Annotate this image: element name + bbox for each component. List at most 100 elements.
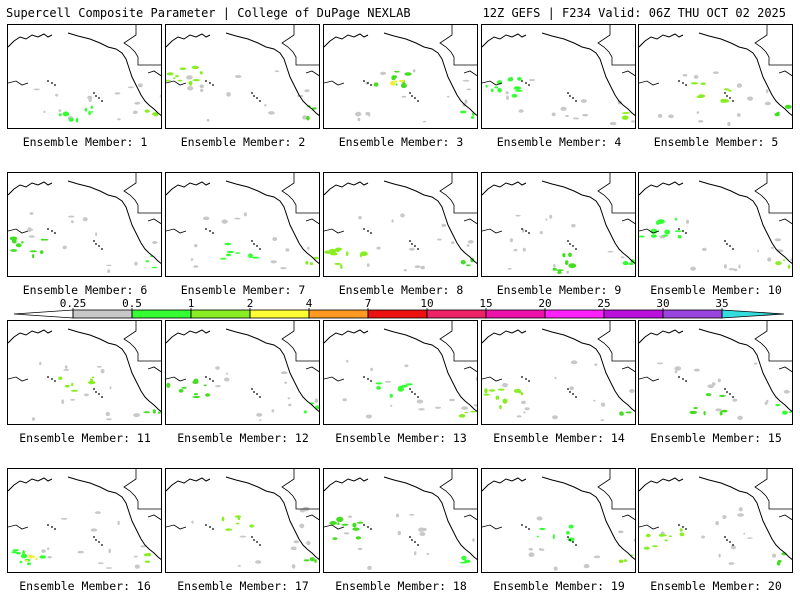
ensemble-member-map [481,172,636,277]
scp-contour-fill [237,565,241,567]
island [212,528,214,530]
scp-contour-fill [422,120,427,123]
scp-contour-fill [567,537,575,542]
scp-contour-fill [271,409,275,413]
island [51,230,53,232]
island [101,100,103,102]
scp-contour-fill [299,523,305,529]
ensemble-member-label: Ensemble Member: 13 [335,431,467,445]
scp-contour-fill [664,539,668,542]
scp-contour-fill [357,117,361,122]
header-title: Supercell Composite Parameter | College … [6,6,411,20]
scp-contour-fill [58,113,62,117]
island [251,240,253,242]
scp-contour-fill [707,384,715,388]
island [521,376,523,378]
scp-contour-fill [461,555,467,561]
scp-contour-fill [412,69,416,73]
scp-contour-fill [395,513,400,518]
map-canvas [8,25,161,123]
island [256,393,258,395]
scp-contour-fill [572,117,580,120]
colorbar-tick-label: 30 [656,298,669,310]
scp-contour-fill [186,75,193,80]
scp-contour-fill [309,557,315,562]
island [256,245,258,247]
scp-contour-fill [497,87,502,93]
scp-contour-fill [705,393,712,397]
island [414,245,416,247]
island [685,380,687,382]
scp-contour-fill [29,250,38,253]
colorbar-segment [426,309,487,319]
scp-contour-fill [664,229,671,235]
island [259,396,261,398]
scp-contour-fill [765,89,769,94]
colorbar-segment [603,309,664,319]
scp-contour-fill [470,410,476,413]
island [732,396,734,398]
scp-contour-fill [307,246,310,250]
scp-contour-fill [539,231,543,235]
coastline [482,32,635,117]
scp-contour-fill [243,212,247,217]
colorbar-tick-label: 35 [715,298,728,310]
scp-contour-fill [236,522,240,525]
island [414,541,416,543]
ensemble-member-map [165,172,320,277]
scp-contour-fill [600,419,605,421]
island [259,248,261,250]
scp-contour-fill [88,380,96,385]
scp-contour-fill [674,230,682,233]
scp-contour-fill [105,411,111,417]
scp-contour-fill [747,537,753,539]
scp-contour-fill [355,111,362,117]
scp-contour-fill [313,256,319,260]
scp-contour-fill [12,549,19,552]
scp-contour-fill [674,370,678,374]
scp-contour-fill [571,223,576,228]
scp-contour-fill [623,559,628,562]
island [572,393,574,395]
scp-contour-fill [703,411,706,416]
scp-contour-fill [64,365,68,369]
scp-contour-fill [461,406,469,410]
scp-contour-fill [359,253,363,258]
scp-contour-fill [28,554,33,559]
scp-contour-fill [470,116,475,119]
island [98,541,100,543]
scp-contour-fill [193,378,199,384]
island [367,378,369,380]
scp-contour-fill [473,404,477,407]
scp-contour-fill [458,414,466,418]
island [47,80,49,82]
scp-contour-fill [376,386,381,390]
political-border [324,173,477,234]
scp-contour-fill [513,86,522,90]
scp-contour-fill [226,251,235,253]
scp-contour-fill [513,388,522,393]
island [682,82,684,84]
scp-contour-fill [776,561,781,566]
coastline [166,328,319,413]
scp-contour-fill [87,95,93,100]
scp-contour-fill [280,267,287,270]
island [726,243,728,245]
island [685,84,687,86]
scp-contour-fill [77,550,84,554]
island [256,541,258,543]
scp-contour-fill [693,74,699,79]
island [93,388,95,390]
ensemble-member-label: Ensemble Member: 2 [180,135,306,149]
header-run-info: 12Z GEFS | F234 Valid: 06Z THU OCT 02 20… [482,6,786,20]
scp-contour-fill [499,405,502,410]
scp-contour-fill [224,242,232,246]
scp-contour-fill [568,263,577,269]
island [205,524,207,526]
scp-contour-fill [722,515,727,519]
scp-contour-fill [437,238,442,241]
scp-contour-fill [145,260,150,263]
coastline [639,180,792,265]
scp-contour-fill [151,266,158,269]
scp-contour-fill [220,257,227,260]
